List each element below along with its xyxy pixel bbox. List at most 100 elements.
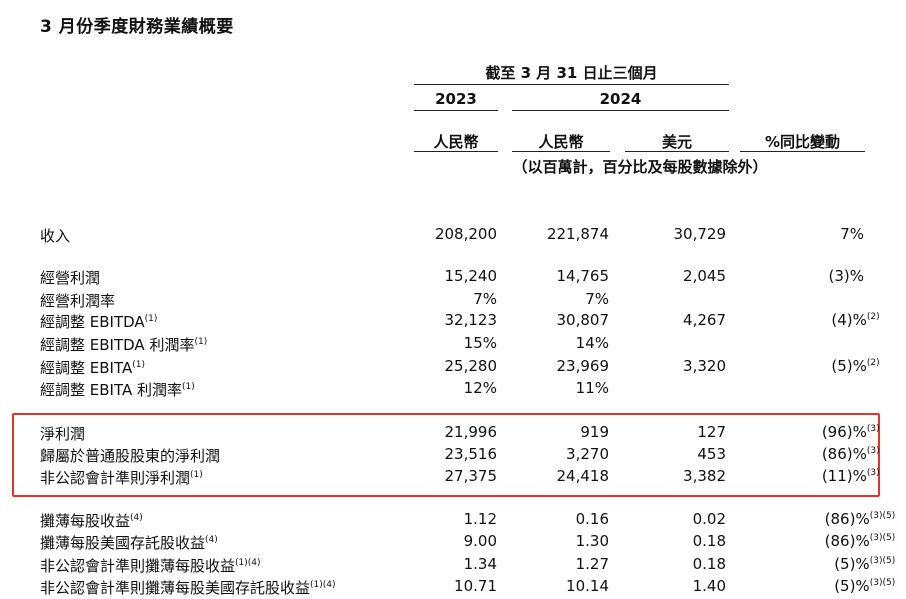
row-label-text: 經調整 EBITA [40, 359, 133, 377]
row-label-footnote: (4) [205, 535, 218, 545]
row-label: 歸屬於普通股股東的淨利潤 [40, 445, 220, 466]
value-2024-usd: 453 [697, 445, 726, 463]
table-row: 非公認會計準則攤薄每股美國存託股收益(1)(4) 10.71 10.14 1.40 (5… [0, 577, 906, 599]
row-label-footnote: (1) [144, 314, 158, 324]
value-2024-usd: 3,320 [683, 357, 726, 375]
yoy-footnote: (3) [866, 446, 880, 456]
year-2023-rule [414, 110, 498, 111]
row-label-footnote: (1) [182, 382, 195, 392]
table-row: 非公認會計準則淨利潤(1) 27,375 24,418 3,382 (11)%(3) [0, 467, 906, 489]
row-label-text: 非公認會計準則攤薄每股美國存託股收益 [40, 579, 311, 597]
table-row: 經營利潤率 7% 7% [0, 290, 906, 312]
value-2024-rmb: 221,874 [546, 225, 609, 243]
value-yoy-change: 7% [840, 225, 864, 243]
row-label: 攤薄每股美國存託股收益(4) [40, 532, 218, 553]
value-2023-rmb: 21,996 [444, 423, 498, 441]
value-yoy-change: (86)%(3)(5) [825, 532, 896, 550]
value-2023-rmb: 27,375 [444, 467, 498, 485]
col-usd-rule [625, 151, 729, 152]
value-2024-rmb: 24,418 [556, 467, 610, 485]
col-yoy-rule [740, 151, 865, 152]
yoy-value: (96)% [821, 423, 867, 441]
row-label-text: 攤薄每股收益 [40, 512, 131, 530]
row-label-text: 歸屬於普通股股東的淨利潤 [40, 447, 221, 465]
value-2024-usd: 30,729 [673, 225, 727, 243]
yoy-footnote: (3) [866, 424, 880, 434]
period-header: 截至 3 月 31 日止三個月 [485, 64, 658, 82]
col-rmb-2023-rule [414, 151, 498, 152]
table-row: 攤薄每股收益(4) 1.12 0.16 0.02 (86)%(3)(5) [0, 510, 906, 532]
row-label: 淨利潤 [40, 423, 85, 444]
value-2023-rmb: 12% [463, 379, 497, 397]
row-label: 經營利潤 [40, 267, 100, 288]
row-label: 經調整 EBITA 利潤率(1) [40, 379, 195, 400]
row-label-text: 攤薄每股美國存託股收益 [40, 534, 206, 552]
value-yoy-change: (86)%(3) [822, 445, 880, 463]
col-rmb-2024-rule [512, 151, 610, 152]
row-label: 非公認會計準則淨利潤(1) [40, 467, 203, 488]
value-2024-usd: 4,267 [683, 311, 726, 329]
value-2023-rmb: 9.00 [463, 532, 497, 550]
value-2023-rmb: 1.34 [463, 555, 497, 573]
yoy-value: (86)% [824, 510, 870, 528]
value-2024-usd: 0.02 [692, 510, 726, 528]
yoy-footnote: (3)(5) [869, 533, 896, 543]
yoy-footnote: (3)(5) [869, 511, 896, 521]
col-rmb-2024-header: 人民幣 [538, 133, 584, 151]
value-2024-rmb: 14,765 [556, 267, 610, 285]
row-label-text: 經調整 EBITDA [40, 313, 145, 331]
yoy-value: (4)% [831, 311, 867, 329]
row-label: 非公認會計準則攤薄每股美國存託股收益(1)(4) [40, 577, 336, 598]
row-label-footnote: (1) [194, 337, 208, 347]
yoy-value: (5)% [834, 577, 870, 595]
yoy-footnote: (2) [866, 312, 880, 322]
table-row: 非公認會計準則攤薄每股收益(1)(4) 1.34 1.27 0.18 (5)%(3)(5… [0, 555, 906, 577]
value-2023-rmb: 32,123 [444, 311, 498, 329]
row-label-footnote: (1)(4) [235, 558, 261, 568]
yoy-footnote: (2) [866, 358, 880, 368]
row-label-text: 非公認會計準則淨利潤 [40, 469, 191, 487]
year-2024-rule [512, 110, 729, 111]
value-2024-usd: 1.40 [692, 577, 726, 595]
row-label: 攤薄每股收益(4) [40, 510, 143, 531]
row-label: 經營利潤率 [40, 290, 115, 311]
table-row: 經營利潤 15,240 14,765 2,045 (3)% [0, 267, 906, 289]
net-profit-highlight-box [12, 413, 880, 497]
value-2023-rmb: 10.71 [454, 577, 497, 595]
value-2024-rmb: 30,807 [556, 311, 610, 329]
table-row: 歸屬於普通股股東的淨利潤 23,516 3,270 453 (86)%(3) [0, 445, 906, 467]
row-label-text: 經調整 EBITDA 利潤率 [40, 336, 195, 354]
value-2023-rmb: 15% [463, 334, 497, 352]
table-row: 淨利潤 21,996 919 127 (96)%(3) [0, 423, 906, 445]
row-label-text: 淨利潤 [40, 425, 86, 443]
year-2023-header: 2023 [435, 90, 477, 108]
col-rmb-2023-header: 人民幣 [433, 133, 479, 151]
row-label-text: 經調整 EBITA 利潤率 [40, 381, 182, 399]
value-yoy-change: (86)%(3)(5) [825, 510, 896, 528]
row-label-text: 經營利潤率 [40, 292, 116, 310]
value-yoy-change: (4)%(2) [831, 311, 879, 329]
row-label-footnote: (1) [132, 360, 145, 370]
value-yoy-change: (5)%(2) [831, 357, 879, 375]
value-2024-rmb: 14% [575, 334, 609, 352]
yoy-footnote: (3) [866, 468, 880, 478]
yoy-value: (5)% [831, 357, 867, 375]
value-2024-usd: 3,382 [683, 467, 726, 485]
value-2024-usd: 0.18 [692, 555, 726, 573]
row-label-text: 收入 [40, 227, 71, 245]
row-label: 經調整 EBITA(1) [40, 357, 145, 378]
value-yoy-change: (3)% [828, 267, 864, 285]
value-2023-rmb: 208,200 [434, 225, 497, 243]
yoy-value: (86)% [821, 445, 867, 463]
yoy-value: (11)% [821, 467, 867, 485]
row-label-footnote: (1)(4) [310, 580, 336, 590]
value-2024-usd: 127 [697, 423, 726, 441]
value-yoy-change: (5)%(3)(5) [834, 555, 895, 573]
table-row: 經調整 EBITDA(1) 32,123 30,807 4,267 (4)%(2) [0, 311, 906, 333]
row-label-footnote: (4) [130, 513, 143, 523]
yoy-footnote: (3)(5) [869, 556, 896, 566]
value-2024-rmb: 1.30 [575, 532, 609, 550]
table-row: 收入 208,200 221,874 30,729 7% [0, 225, 906, 247]
period-rule [414, 84, 729, 85]
table-row: 攤薄每股美國存託股收益(4) 9.00 1.30 0.18 (86)%(3)(5) [0, 532, 906, 554]
